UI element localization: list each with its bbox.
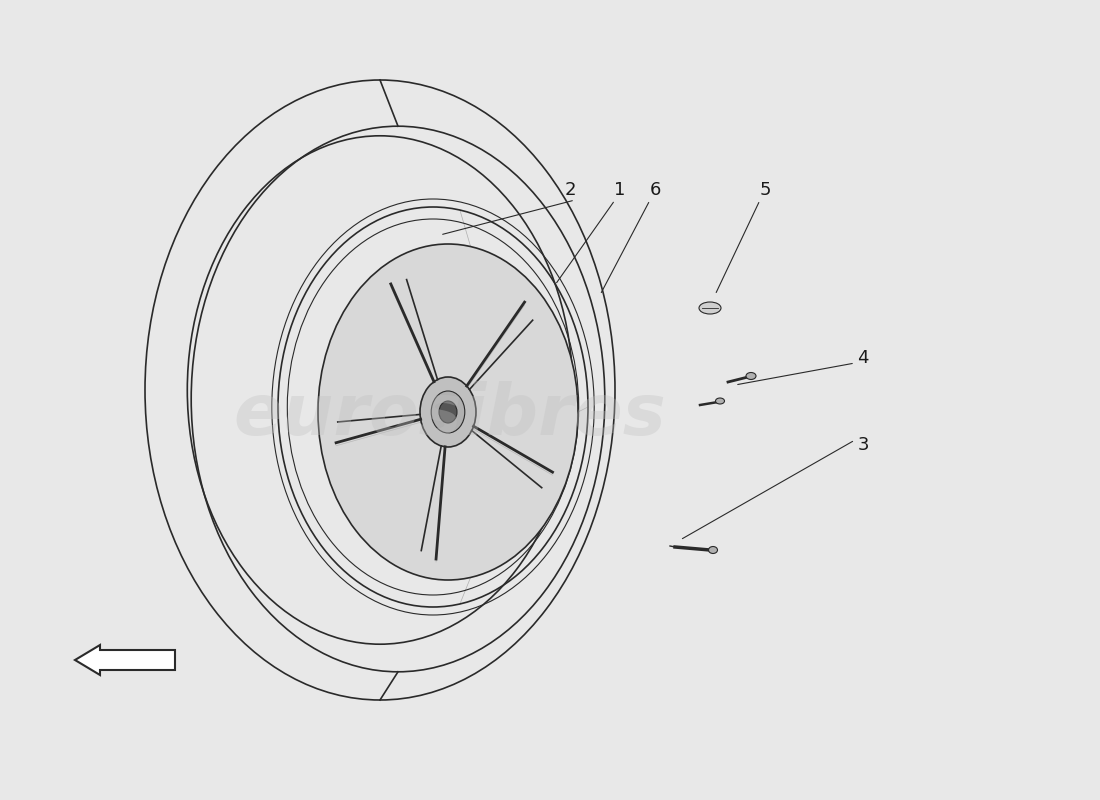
Ellipse shape [708, 546, 717, 554]
Polygon shape [75, 645, 175, 675]
Ellipse shape [746, 373, 756, 379]
Text: eurosibres: eurosibres [233, 381, 667, 450]
Ellipse shape [715, 398, 725, 404]
Text: 2: 2 [564, 181, 575, 199]
Ellipse shape [698, 302, 720, 314]
Text: 1: 1 [614, 181, 626, 199]
Ellipse shape [318, 244, 578, 580]
Ellipse shape [431, 391, 465, 433]
Text: 3: 3 [857, 436, 869, 454]
Text: 5: 5 [759, 181, 771, 199]
Text: 6: 6 [649, 181, 661, 199]
Ellipse shape [420, 377, 476, 447]
Text: 4: 4 [857, 349, 869, 367]
Ellipse shape [439, 401, 456, 423]
